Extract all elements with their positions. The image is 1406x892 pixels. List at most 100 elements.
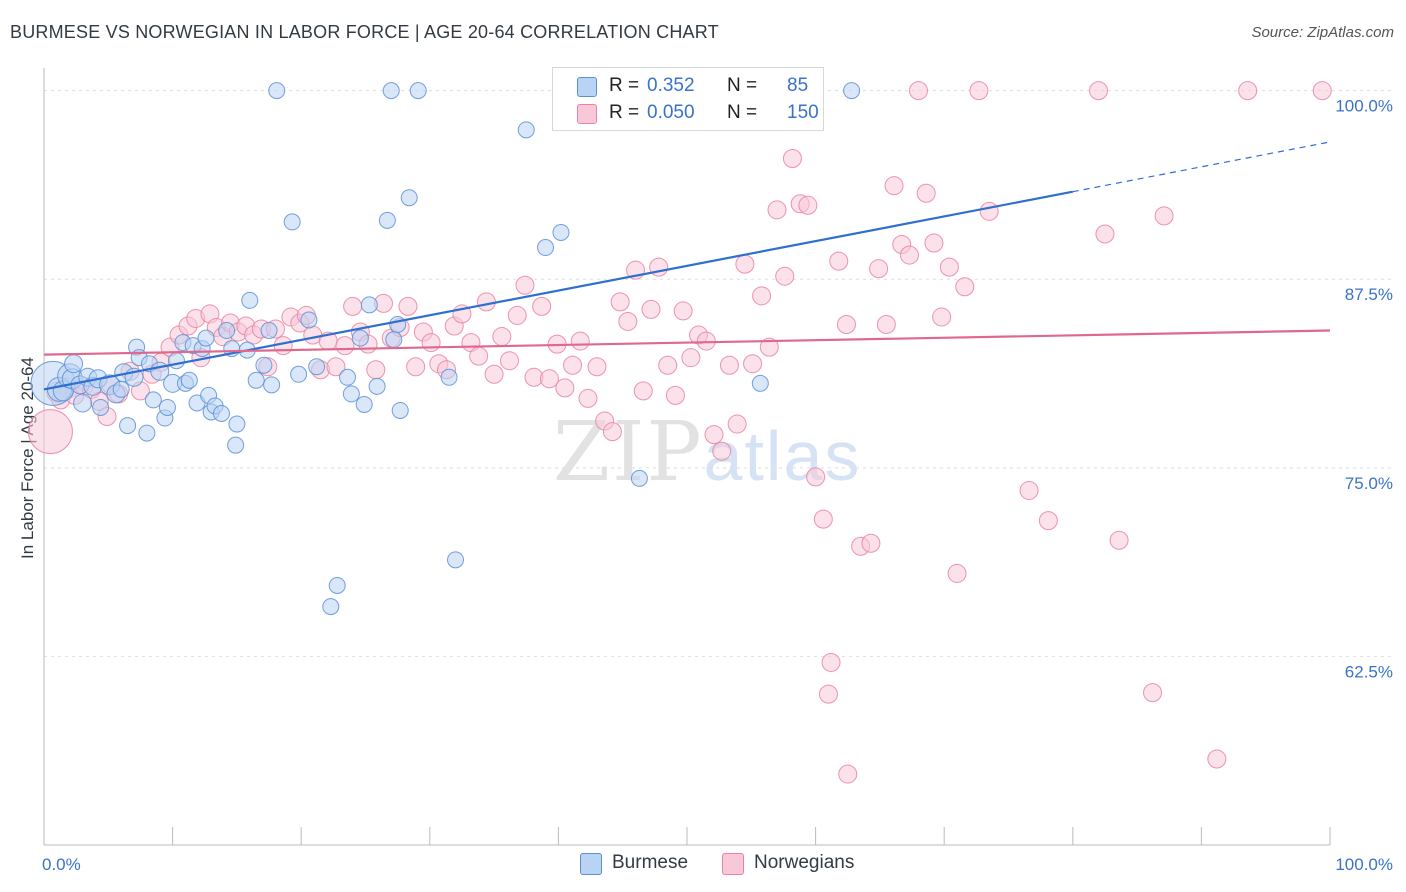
burmese-point (167, 352, 185, 370)
burmese-point (92, 398, 110, 416)
burmese-point (158, 398, 176, 416)
watermark-zip: ZIP (553, 405, 704, 500)
norwegian-point (406, 357, 426, 377)
norwegian-point (673, 301, 693, 321)
burmese-point (241, 291, 259, 309)
burmese-swatch (577, 77, 597, 97)
y-tick-label: 100.0% (1335, 97, 1393, 116)
trend-layer (43, 141, 1331, 391)
burmese-point (368, 377, 386, 395)
legend-n-value: 150 (787, 102, 819, 123)
norwegian-point (861, 533, 881, 553)
burmese-trend-line (43, 190, 1074, 391)
norwegian-point (939, 257, 959, 277)
burmese-point (227, 436, 245, 454)
norwegian-point (563, 355, 583, 375)
burmese-point (144, 391, 162, 409)
norwegian-point (602, 422, 622, 442)
norwegian-point (759, 337, 779, 357)
burmese-point (517, 121, 535, 139)
norwegian-point (633, 381, 653, 401)
burmese-point (552, 223, 570, 241)
norwegian-point (492, 327, 512, 347)
norwegian-point (829, 251, 849, 271)
norwegian-point (641, 299, 661, 319)
norwegian-point (752, 286, 772, 306)
norwegian-point (798, 195, 818, 215)
burmese-point (263, 376, 281, 394)
norwegian-point (821, 652, 841, 672)
burmese-point (64, 354, 84, 374)
burmese-point (119, 417, 137, 435)
y-tick-label: 75.0% (1345, 474, 1393, 493)
points-layer (27, 81, 1332, 784)
norwegian-point (876, 314, 896, 334)
norwegian-point (735, 254, 755, 274)
norwegian-point (366, 360, 386, 380)
norwegian-point (727, 414, 747, 434)
bottom-legend-label: Burmese (612, 852, 689, 873)
burmese-point (630, 469, 648, 487)
norwegian-point (469, 346, 489, 366)
grid-layer (44, 90, 1395, 657)
norwegian-point (1019, 480, 1039, 500)
norwegian-point (507, 305, 527, 325)
tick-label-layer: 62.5% 75.0% 87.5% 100.0% 0.0% 100.0% (42, 97, 1393, 874)
y-tick-label: 87.5% (1345, 285, 1393, 304)
burmese-point (290, 365, 308, 383)
burmese-point (247, 371, 265, 389)
norwegian-point (1095, 224, 1115, 244)
burmese-point (382, 82, 400, 100)
norwegian-point (343, 296, 363, 316)
norwegian-point (806, 467, 826, 487)
norwegian-point (704, 425, 724, 445)
x-tick-label: 100.0% (1335, 855, 1393, 874)
burmese-point (391, 401, 409, 419)
legend-r-value: 0.050 (647, 102, 695, 123)
norwegian-point (916, 183, 936, 203)
burmese-point (300, 311, 318, 329)
norwegian-point (767, 200, 787, 220)
norwegian-point (947, 563, 967, 583)
norwegian-point (899, 245, 919, 265)
norwegian-point (1089, 81, 1109, 101)
burmese-point (180, 371, 198, 389)
burmese-point (400, 189, 418, 207)
norwegian-point (681, 348, 701, 368)
norwegian-trend-line (43, 329, 1331, 356)
norwegian-point (836, 314, 856, 334)
burmese-point (385, 331, 403, 349)
norwegian-point (665, 385, 685, 405)
burmese-point (338, 368, 356, 386)
legend-r-label: R = (609, 102, 640, 123)
burmese-point (355, 395, 373, 413)
legend-r-label: R = (609, 75, 640, 96)
norwegian-point (515, 275, 535, 295)
burmese-point (537, 239, 555, 257)
norwegian-point (532, 296, 552, 316)
norwegian-point (539, 369, 559, 389)
norwegian-point (1154, 206, 1174, 226)
burmese-point (228, 415, 246, 433)
burmese-point (138, 424, 156, 442)
burmese-point (73, 393, 93, 413)
norwegian-point (1238, 81, 1258, 101)
norwegian-point (979, 201, 999, 221)
norwegian-point (578, 388, 598, 408)
burmese-point (255, 356, 273, 374)
legend-n-label: N = (727, 75, 758, 96)
source-credit: Source: ZipAtlas.com (1251, 24, 1394, 41)
norwegian-point (743, 354, 763, 374)
norwegian-point (719, 355, 739, 375)
legend-r-value: 0.352 (647, 75, 695, 96)
norwegian-point (813, 509, 833, 529)
burmese-point (218, 322, 236, 340)
norwegian-point (838, 764, 858, 784)
burmese-point (112, 380, 130, 398)
norwegian-point (775, 266, 795, 286)
norwegian-point (1109, 530, 1129, 550)
norwegian-point (908, 81, 928, 101)
burmese-point (378, 211, 396, 229)
legend-n-value: 85 (787, 75, 809, 96)
